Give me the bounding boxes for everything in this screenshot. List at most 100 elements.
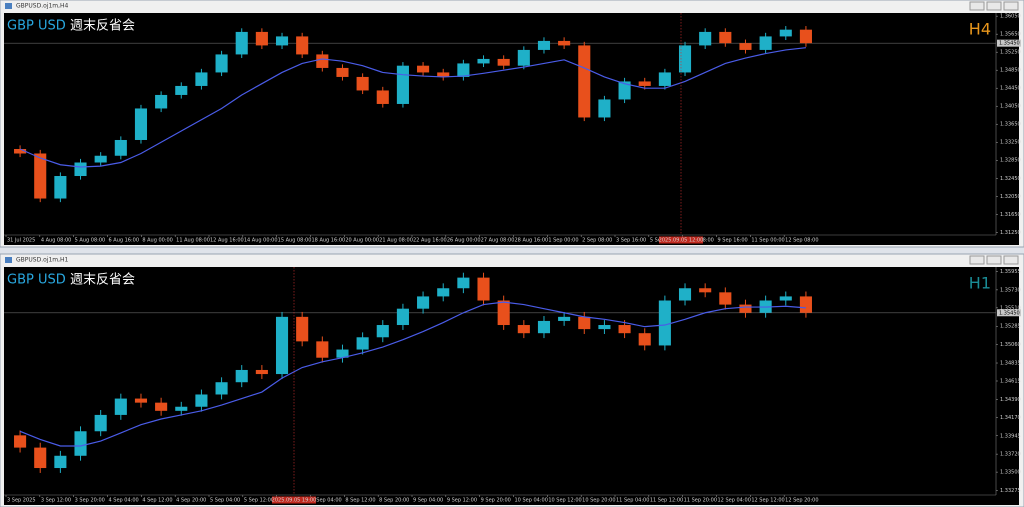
candle-body <box>215 54 228 73</box>
candle-body <box>14 148 27 154</box>
candle-body <box>275 36 289 46</box>
candle-body <box>94 414 107 432</box>
candle-body <box>356 337 369 350</box>
candle-body <box>699 288 712 293</box>
x-tick-label: 11 Sep 04:00 <box>616 498 649 504</box>
candle-body <box>134 108 148 140</box>
window-title: GBPUSD.oj1m,H1 <box>16 257 69 264</box>
candle-body <box>719 31 732 44</box>
candle-body <box>74 431 87 456</box>
x-tick-label: 31 Jul 2025 <box>7 238 35 244</box>
window-icon <box>5 3 12 9</box>
candle-body <box>658 300 671 346</box>
candle-body <box>457 63 470 77</box>
x-tick-label: 4 Sep 12:00 <box>142 498 172 504</box>
candle-body <box>719 292 732 305</box>
candle-body <box>477 277 490 301</box>
x-tick-label: 4 Aug 08:00 <box>41 238 72 244</box>
timeframe: H4 <box>969 20 991 39</box>
candle-body <box>497 58 510 66</box>
y-tick-label: 1.33945 <box>1000 433 1021 439</box>
candle-body <box>638 81 651 86</box>
candle-body <box>296 316 309 342</box>
y-tick-label: 1.33250 <box>1000 140 1021 146</box>
candle-body <box>336 349 349 358</box>
window-button[interactable] <box>986 1 1002 11</box>
candle-body <box>34 153 47 199</box>
x-tick-label: 12 Sep 12:00 <box>751 498 784 504</box>
x-tick-label: 26 Aug 00:00 <box>447 238 481 244</box>
window-button[interactable] <box>1003 1 1019 11</box>
candle-body <box>658 72 671 86</box>
candle-body <box>558 40 571 46</box>
candle-body <box>437 288 450 297</box>
candle-body <box>235 369 248 383</box>
candle-body <box>54 455 67 469</box>
y-tick-label: 1.34835 <box>1000 361 1021 367</box>
x-tick-label: 8 Sep 04:00 <box>312 498 342 504</box>
x-tick-label: 9 Sep 04:00 <box>413 498 443 504</box>
candle-body <box>417 65 430 73</box>
candle-body <box>175 406 188 411</box>
candle-body <box>477 58 490 64</box>
x-tick-label: 4 Sep 20:00 <box>176 498 206 504</box>
window-title: GBPUSD.oj1m,H4 <box>16 3 69 10</box>
cursor-label: 2025.09.05 12:00 <box>659 238 704 244</box>
candle-body <box>155 94 168 109</box>
candle-body <box>497 300 510 326</box>
candle-body <box>678 288 692 301</box>
plot-background <box>4 13 1019 245</box>
x-tick-label: 11 Sep 12:00 <box>650 498 683 504</box>
y-tick-label: 1.33500 <box>1000 470 1021 476</box>
candle-body <box>235 31 248 55</box>
candle-body <box>779 29 792 37</box>
candle-body <box>74 162 87 177</box>
window-button[interactable] <box>986 255 1002 265</box>
chart-title: GBP USD <box>7 19 66 34</box>
x-tick-label: 1 Sep 00:00 <box>548 238 578 244</box>
window-button[interactable] <box>969 1 985 11</box>
x-tick-label: 21 Aug 08:00 <box>379 238 413 244</box>
candle-body <box>94 155 107 163</box>
x-tick-label: 6 Aug 16:00 <box>109 238 140 244</box>
x-tick-label: 4 Sep 04:00 <box>109 498 139 504</box>
current-price-label: 1.35450 <box>999 41 1020 47</box>
candle-body <box>376 325 389 338</box>
y-tick-label: 1.34390 <box>1000 397 1021 403</box>
candle-body <box>195 394 208 407</box>
x-tick-label: 9 Sep 20:00 <box>481 498 511 504</box>
candle-body <box>537 320 551 334</box>
y-tick-label: 1.34050 <box>1000 104 1021 110</box>
current-price-label: 1.35450 <box>999 310 1020 316</box>
moving-average <box>19 47 806 168</box>
x-tick-label: 22 Aug 16:00 <box>413 238 447 244</box>
x-tick-label: 12 Sep 08:00 <box>785 238 818 244</box>
candle-body <box>779 296 792 301</box>
x-tick-label: 3 Sep 16:00 <box>616 238 646 244</box>
y-tick-label: 1.33650 <box>1000 122 1021 128</box>
y-tick-label: 1.33275 <box>1000 488 1021 494</box>
y-tick-label: 1.36050 <box>1000 14 1021 20</box>
window-button[interactable] <box>1003 255 1019 265</box>
candle-body <box>417 296 430 309</box>
y-tick-label: 1.33720 <box>1000 452 1021 458</box>
chart-title: GBP USD <box>7 273 66 288</box>
y-tick-label: 1.35060 <box>1000 342 1021 348</box>
chart-subtitle: 週末反省会 <box>70 19 135 34</box>
timeframe: H1 <box>969 274 991 293</box>
x-tick-label: 9 Sep 12:00 <box>447 498 477 504</box>
candle-body <box>759 36 772 50</box>
candle-body <box>699 31 712 46</box>
window-button[interactable] <box>969 255 985 265</box>
candle-body <box>638 333 651 346</box>
candle-body <box>396 308 409 326</box>
candle-body <box>739 43 752 50</box>
candle-body <box>739 304 752 313</box>
x-tick-label: 18 Aug 16:00 <box>312 238 346 244</box>
candle-body <box>618 81 631 100</box>
candle-body <box>296 36 309 55</box>
candle-body <box>34 447 47 469</box>
candle-body <box>558 316 571 321</box>
candle-body <box>275 316 289 375</box>
